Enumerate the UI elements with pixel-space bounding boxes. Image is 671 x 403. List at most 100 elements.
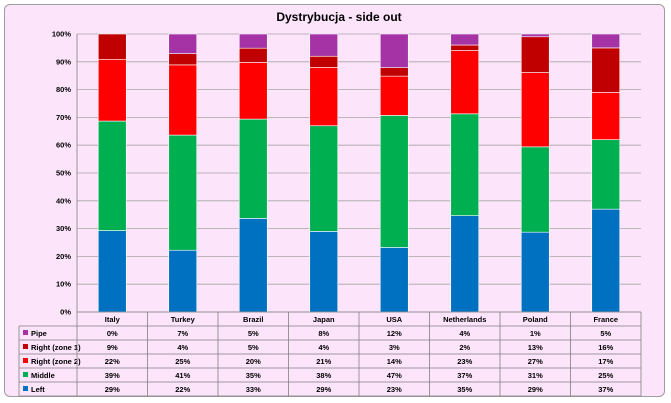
data-label-right-zone-1-turkey: 4% (177, 343, 188, 352)
y-tick-label: 90% (56, 57, 71, 66)
bar-middle-japan (309, 125, 339, 232)
data-label-right-zone-1-usa: 3% (389, 343, 400, 352)
bar-right-zone-1-poland (520, 36, 550, 73)
legend-label-middle: Middle (31, 371, 55, 380)
y-tick-label: 60% (56, 141, 71, 150)
y-tick-label: 50% (56, 169, 71, 178)
bar-pipe-japan (309, 33, 339, 57)
legend-swatch-left (23, 386, 28, 391)
x-tick-label-japan: Japan (313, 315, 335, 324)
bar-pipe-usa (379, 33, 409, 68)
data-label-right-zone-1-france: 16% (598, 343, 613, 352)
bar-right-zone-2-japan (309, 67, 339, 127)
bar-pipe-poland (520, 33, 550, 38)
bar-pipe-netherlands (450, 33, 480, 46)
data-label-right-zone-2-france: 17% (598, 357, 613, 366)
bar-left-turkey (168, 249, 198, 313)
chart-title: Dystrybucja - side out (276, 10, 401, 24)
data-label-right-zone-1-netherlands: 2% (459, 343, 470, 352)
bar-left-usa (379, 247, 409, 313)
bar-pipe-france (591, 33, 621, 49)
data-label-left-poland: 29% (528, 385, 543, 394)
data-label-left-italy: 29% (105, 385, 120, 394)
data-label-left-france: 37% (598, 385, 613, 394)
bar-middle-turkey (168, 134, 198, 251)
x-tick-label-netherlands: Netherlands (443, 315, 486, 324)
legend-swatch-right-zone-1 (23, 344, 28, 349)
bar-right-zone-2-netherlands (450, 50, 480, 115)
data-label-left-brazil: 33% (246, 385, 261, 394)
bar-right-zone-2-turkey (168, 64, 198, 136)
bar-left-france (591, 208, 621, 313)
bar-pipe-brazil (238, 33, 268, 49)
x-tick-label-turkey: Turkey (171, 315, 196, 324)
legend-swatch-pipe (23, 330, 28, 335)
data-label-left-turkey: 22% (175, 385, 190, 394)
data-label-pipe-japan: 8% (318, 329, 329, 338)
y-tick-label: 30% (56, 224, 71, 233)
x-tick-label-italy: Italy (105, 315, 121, 324)
data-label-pipe-netherlands: 4% (459, 329, 470, 338)
data-label-middle-netherlands: 37% (457, 371, 472, 380)
data-label-middle-poland: 31% (528, 371, 543, 380)
data-label-pipe-poland: 1% (530, 329, 541, 338)
data-label-pipe-italy: 0% (107, 329, 118, 338)
data-label-right-zone-1-brazil: 5% (248, 343, 259, 352)
data-label-pipe-brazil: 5% (248, 329, 259, 338)
bar-middle-poland (520, 146, 550, 233)
legend-swatch-right-zone-2 (23, 358, 28, 363)
x-tick-label-usa: USA (386, 315, 402, 324)
data-label-left-netherlands: 35% (457, 385, 472, 394)
bar-right-zone-1-usa (379, 67, 409, 77)
data-label-right-zone-2-netherlands: 23% (457, 357, 472, 366)
bar-left-japan (309, 231, 339, 313)
data-label-middle-brazil: 35% (246, 371, 261, 380)
legend-swatch-middle (23, 372, 28, 377)
data-label-pipe-usa: 12% (387, 329, 402, 338)
y-tick-label: 70% (56, 113, 71, 122)
bar-right-zone-1-japan (309, 55, 339, 68)
y-tick-label: 100% (52, 30, 72, 39)
data-label-right-zone-2-brazil: 20% (246, 357, 261, 366)
bar-right-zone-2-brazil (238, 62, 268, 120)
data-label-pipe-turkey: 7% (177, 329, 188, 338)
bar-left-netherlands (450, 215, 480, 313)
x-tick-label-brazil: Brazil (243, 315, 263, 324)
data-label-right-zone-2-japan: 21% (316, 357, 331, 366)
data-label-middle-italy: 39% (105, 371, 120, 380)
data-label-right-zone-2-usa: 14% (387, 357, 402, 366)
bar-right-zone-2-france (591, 92, 621, 140)
bar-middle-netherlands (450, 113, 480, 216)
data-label-right-zone-2-poland: 27% (528, 357, 543, 366)
bar-right-zone-2-italy (97, 58, 127, 122)
data-label-left-usa: 23% (387, 385, 402, 394)
bar-right-zone-1-italy (97, 33, 127, 60)
bar-left-italy (97, 230, 127, 313)
data-label-right-zone-1-italy: 9% (107, 343, 118, 352)
bar-right-zone-1-netherlands (450, 44, 480, 51)
bar-middle-italy (97, 120, 127, 231)
legend-label-left: Left (31, 385, 45, 394)
data-label-middle-turkey: 41% (175, 371, 190, 380)
y-tick-label: 0% (60, 308, 71, 317)
y-tick-label: 20% (56, 252, 71, 261)
data-label-middle-usa: 47% (387, 371, 402, 380)
bar-right-zone-2-usa (379, 75, 409, 116)
bar-right-zone-2-poland (520, 72, 550, 148)
data-label-right-zone-2-italy: 22% (105, 357, 120, 366)
data-label-pipe-france: 5% (600, 329, 611, 338)
data-label-left-japan: 29% (316, 385, 331, 394)
bar-middle-brazil (238, 118, 268, 219)
data-label-right-zone-1-poland: 13% (528, 343, 543, 352)
bar-pipe-turkey (168, 33, 198, 54)
x-tick-label-poland: Poland (523, 315, 548, 324)
data-label-right-zone-2-turkey: 25% (175, 357, 190, 366)
bar-middle-france (591, 139, 621, 210)
bar-left-brazil (238, 218, 268, 313)
y-tick-label: 80% (56, 85, 71, 94)
bar-right-zone-1-brazil (238, 47, 268, 63)
data-label-right-zone-1-japan: 4% (318, 343, 329, 352)
x-tick-label-france: France (593, 315, 618, 324)
y-tick-label: 10% (56, 280, 71, 289)
